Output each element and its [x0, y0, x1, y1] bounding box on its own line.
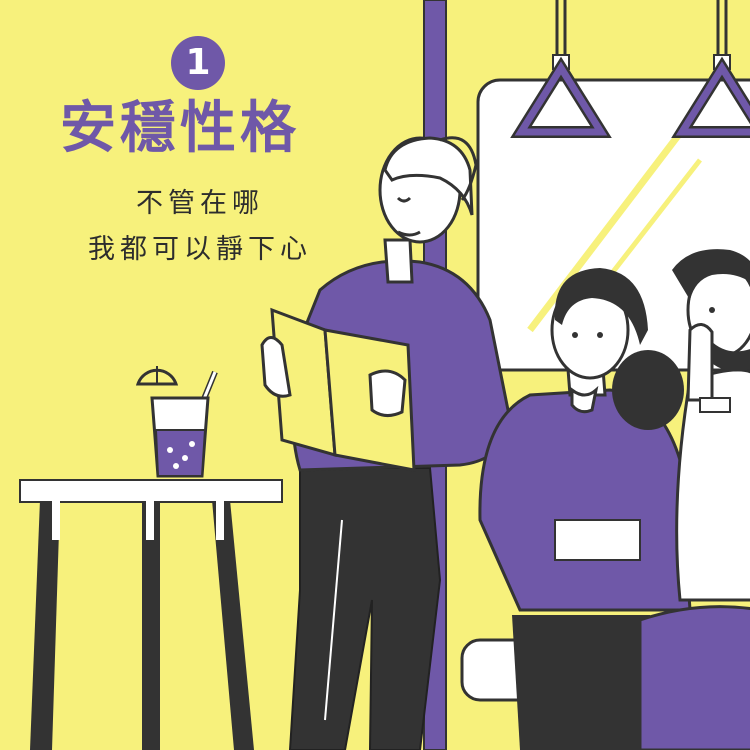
standing-woman [260, 136, 512, 750]
seated-man [638, 249, 750, 750]
drink-glass [135, 366, 218, 478]
side-table [19, 479, 283, 750]
step-number-badge: 1 [171, 36, 225, 90]
caption-line-2: 我都可以靜下心 [88, 234, 312, 265]
hand-strap [671, 0, 750, 138]
hand-strap [510, 0, 612, 138]
page-title: 安穩性格 [60, 96, 300, 161]
caption-line-1: 不管在哪 [136, 188, 264, 219]
seated-woman [478, 268, 692, 750]
